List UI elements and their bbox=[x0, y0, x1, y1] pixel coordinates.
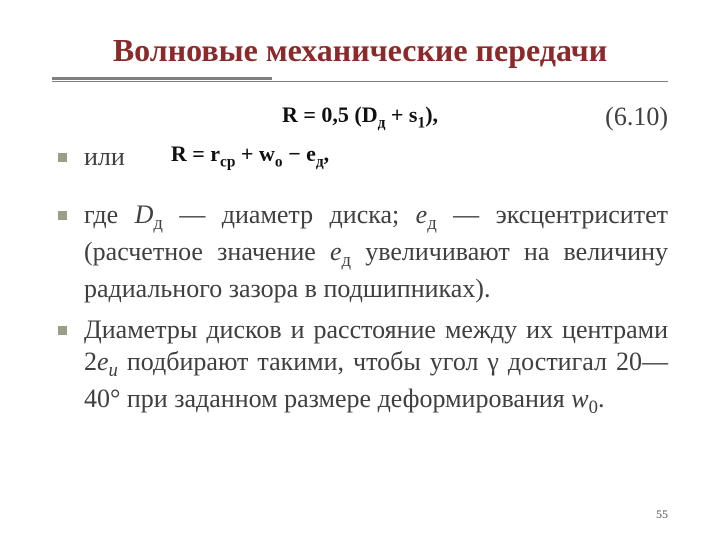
bullet-ili: или R = rср + wо − eд, bbox=[52, 141, 668, 173]
equation-2: R = rср + wо − eд, bbox=[165, 141, 335, 172]
slide: Волновые механические передачи R = 0,5 (… bbox=[0, 0, 720, 540]
bullet-ili-label: или bbox=[84, 141, 125, 173]
equation-ref: (6.10) bbox=[605, 99, 668, 135]
bullet-definition: где Dд — диаметр диска; eд — эксцентриси… bbox=[52, 199, 668, 305]
bullet-list: или R = rср + wо − eд, где Dд — диаметр … bbox=[52, 141, 668, 420]
equation-row-1: R = 0,5 (Dд + s1), (6.10) bbox=[52, 99, 668, 135]
page-title: Волновые механические передачи bbox=[52, 32, 668, 69]
equation-1: R = 0,5 (Dд + s1), bbox=[276, 102, 444, 132]
title-rule bbox=[52, 75, 668, 89]
body: или R = rср + wо − eд, где Dд — диаметр … bbox=[52, 141, 668, 420]
page-number: 55 bbox=[656, 507, 668, 522]
bullet-diameters: Диаметры дисков и расстояние между их це… bbox=[52, 314, 668, 420]
